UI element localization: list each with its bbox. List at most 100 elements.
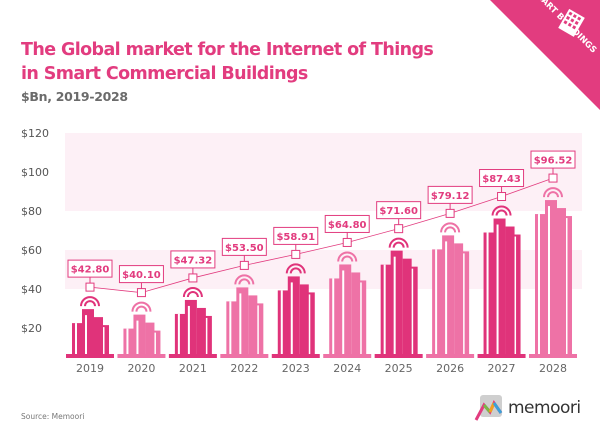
building-far-right — [256, 303, 264, 355]
building-stripe — [332, 278, 335, 355]
building-center — [545, 200, 557, 355]
bar-building — [323, 251, 372, 358]
wifi-icon — [186, 291, 199, 298]
data-label-box — [427, 185, 473, 204]
building-stripe — [177, 313, 180, 355]
x-tick-label: 2026 — [436, 362, 464, 375]
building-right — [557, 208, 566, 355]
building-left — [535, 214, 546, 355]
building-far-right — [462, 251, 470, 355]
building-right — [196, 307, 206, 355]
building-left — [174, 313, 186, 355]
building-right — [505, 226, 515, 355]
bar-building — [271, 263, 320, 358]
building-stripe — [463, 253, 465, 355]
building-far-right — [359, 280, 367, 355]
building-center — [184, 299, 197, 355]
bar-building — [529, 187, 577, 358]
building-right — [402, 258, 412, 355]
x-tick-label: 2024 — [333, 362, 361, 375]
data-point — [291, 249, 301, 259]
building-right — [94, 317, 103, 355]
y-tick-label: $40 — [21, 283, 42, 296]
building-stripe — [393, 256, 396, 355]
bar-base — [529, 354, 577, 358]
building-left — [123, 328, 135, 355]
data-label: $79.12 — [431, 191, 470, 202]
data-label-box — [67, 259, 113, 278]
data-label: $71.60 — [379, 206, 418, 217]
building-stripe — [205, 317, 208, 355]
wifi-icon — [444, 226, 457, 233]
bar-base — [271, 354, 320, 358]
wifi-icon — [543, 187, 563, 198]
x-tick-label: 2020 — [127, 362, 155, 375]
data-point — [497, 192, 507, 202]
data-point — [548, 173, 558, 183]
building-stripe — [308, 294, 311, 355]
data-label-box — [118, 265, 164, 284]
wifi-icon — [182, 286, 203, 298]
building-stripe — [257, 305, 259, 355]
building-center — [287, 276, 300, 355]
y-tick-label: $100 — [21, 166, 49, 179]
data-point — [85, 282, 95, 292]
building-left — [72, 323, 83, 355]
bar-building — [220, 274, 269, 358]
wifi-icon — [388, 237, 409, 248]
title-line-1: The Global market for the Internet of Th… — [21, 40, 434, 60]
building-stripe — [496, 224, 499, 355]
data-label: $53.50 — [225, 243, 264, 254]
wifi-icon — [80, 296, 100, 307]
building-far-right — [565, 216, 572, 355]
building-stripe — [548, 206, 550, 355]
bar-base — [426, 354, 475, 358]
building-far-right — [204, 315, 212, 355]
logo-text: memoori — [508, 398, 581, 418]
wifi-icon — [337, 251, 358, 262]
data-point — [394, 224, 404, 234]
wifi-icon — [392, 241, 405, 248]
building-right — [351, 272, 361, 355]
wifi-icon — [234, 274, 255, 285]
wifi-icon — [440, 222, 461, 233]
wifi-icon — [491, 205, 512, 216]
building-stripe — [136, 320, 139, 355]
bar-base — [168, 354, 217, 358]
building-center — [339, 264, 352, 355]
building-stripe — [538, 214, 540, 355]
data-point — [188, 273, 198, 283]
x-tick-label: 2019 — [76, 362, 104, 375]
y-tick-label: $80 — [21, 205, 42, 218]
source-note: Source: Memoori — [21, 412, 85, 421]
data-label-box — [376, 201, 422, 220]
building-center — [493, 218, 506, 355]
wifi-icon — [84, 300, 96, 307]
building-far-right — [410, 266, 418, 355]
data-label-box — [170, 250, 216, 269]
building-center — [133, 314, 146, 355]
building-stripe — [85, 315, 87, 355]
wifi-icon — [289, 267, 302, 274]
building-left — [329, 278, 341, 355]
x-tick-label: 2023 — [282, 362, 310, 375]
building-right — [145, 322, 155, 355]
data-point — [239, 260, 249, 270]
building-stripe — [360, 282, 362, 355]
data-label: $64.80 — [328, 220, 367, 231]
x-tick-label: 2027 — [488, 362, 516, 375]
bar-building — [66, 296, 114, 358]
wifi-icon — [285, 263, 306, 274]
smart-buildings-badge: SMART BUILDINGS — [490, 0, 600, 110]
building-right — [454, 243, 464, 355]
wifi-icon — [547, 191, 559, 198]
bar-building — [477, 205, 526, 358]
building-stripe — [411, 268, 414, 355]
building-stripe — [566, 218, 568, 355]
grid-band — [65, 133, 582, 172]
y-tick-label: $120 — [21, 127, 49, 140]
building-right — [299, 284, 309, 355]
bar-base — [117, 354, 166, 358]
building-stripe — [435, 249, 438, 355]
